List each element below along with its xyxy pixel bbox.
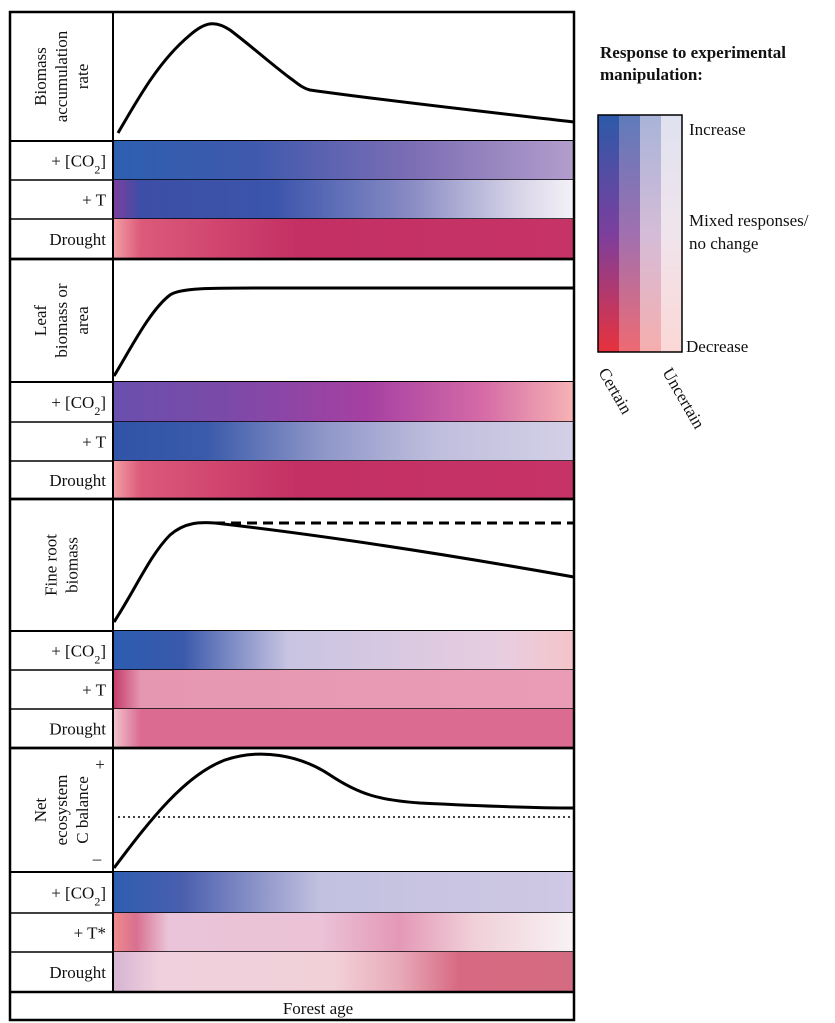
legend-increase: Increase: [689, 120, 746, 139]
response-bar-co2: [113, 382, 574, 422]
row-label-co2: + [CO2]: [51, 393, 106, 418]
axis-plus-sign: +: [95, 755, 105, 774]
panel-0-label-line: Biomass: [31, 47, 50, 106]
curve-leaf-biomass: [112, 286, 574, 377]
response-bar-co2: [113, 631, 574, 670]
panel-3-label-line: Net: [31, 797, 50, 822]
legend-uncertain: Uncertain: [659, 365, 709, 433]
response-bar-co2: [113, 141, 574, 180]
response-bar-t: [113, 913, 574, 952]
legend-column-uncertain1: [640, 115, 661, 352]
panel-1-label-line: area: [73, 306, 92, 335]
response-bar-drought: [113, 219, 574, 259]
curve-net-ecosystem: [112, 752, 575, 869]
legend-column-uncertain2: [661, 115, 682, 352]
row-label-drought: Drought: [49, 963, 106, 982]
panel-2-variable-label: Fine root biomass: [42, 534, 82, 596]
panel-1-label-line: Leaf: [31, 305, 50, 336]
legend-mixed: Mixed responses/ no change: [689, 211, 813, 253]
response-bar-t: [113, 180, 574, 219]
panel-0-variable-label: Biomass accumulation rate: [31, 30, 92, 122]
response-bar-drought: [113, 952, 574, 992]
legend-color-scale: [598, 115, 682, 352]
panel-biomass-accumulation: Biomass accumulation rate + [CO2] + T Drought: [10, 30, 574, 261]
panel-3-variable-label: Net ecosystem C balance: [31, 775, 92, 846]
response-bar-t: [113, 670, 574, 709]
frame: [8, 10, 576, 1022]
panel-net-ecosystem-c-balance: Net ecosystem C balance+ – + [CO2] + T* Drough…: [10, 746, 574, 994]
row-label-drought: Drought: [49, 471, 106, 490]
row-label-co2: + [CO2]: [51, 642, 106, 667]
x-axis-label: Forest age: [283, 999, 353, 1018]
row-label-t: + T*: [74, 924, 106, 943]
panel-3-label-line: C balance: [73, 776, 92, 844]
panel-0-label-line: accumulation: [52, 30, 71, 122]
panel-3-label-line: ecosystem: [52, 775, 71, 846]
row-label-t: + T: [82, 433, 107, 452]
axis-minus-sign: –: [92, 849, 102, 868]
row-label-drought: Drought: [49, 230, 106, 249]
response-bar-t: [113, 422, 574, 461]
row-label-co2: + [CO2]: [51, 152, 106, 177]
legend-column-certain: [598, 115, 619, 352]
legend-column-mid: [619, 115, 640, 352]
legend-decrease: Decrease: [686, 337, 748, 356]
panel-1-variable-label: Leaf biomass or area: [31, 283, 92, 357]
panel-2-label-line: Fine root: [42, 534, 61, 596]
row-label-co2: + [CO2]: [51, 884, 106, 909]
panel-fine-root-biomass: Fine root biomass + [CO2] + T Drought: [10, 497, 574, 750]
panel-2-label-line: biomass: [63, 537, 82, 593]
legend-certain: Certain: [595, 365, 637, 418]
legend: Response to experimental manipulation: I…: [595, 43, 813, 433]
response-bar-drought: [113, 709, 574, 748]
curve-fine-root-biomass: [112, 521, 575, 623]
panel-1-label-line: biomass or: [52, 283, 71, 357]
row-label-t: + T: [82, 681, 107, 700]
row-label-drought: Drought: [49, 720, 106, 739]
panel-leaf-biomass: Leaf biomass or area + [CO2] + T Drought: [10, 257, 574, 501]
panel-0-label-line: rate: [73, 64, 92, 89]
legend-scale-border: [597, 114, 683, 353]
response-bar-drought: [113, 461, 574, 499]
row-label-t: + T: [82, 191, 107, 210]
legend-title: Response to experimental manipulation:: [600, 43, 790, 84]
curve-biomass-accumulation: [116, 22, 575, 134]
response-bar-co2: [113, 872, 574, 913]
